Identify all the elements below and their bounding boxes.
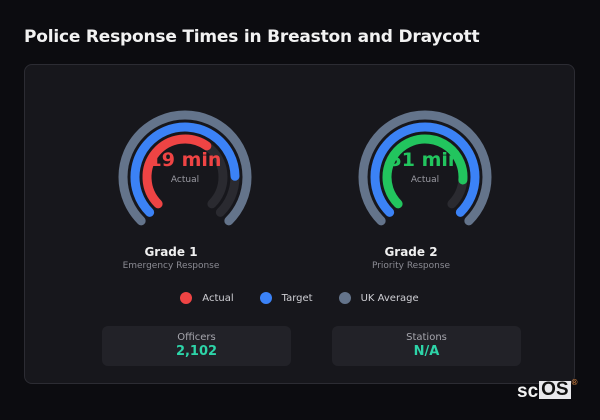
legend-item-uk-average: UK Average [338,292,419,304]
target-arc [370,122,480,217]
grade-2-title: Grade 2 [384,245,438,259]
stations-stat: Stations N/A [332,326,521,366]
legend-item-actual: Actual [180,292,234,304]
grade-1-gauge-rings [118,110,252,226]
logo-box: OS [539,379,571,400]
actual-arc [142,134,212,209]
stations-value: N/A [413,344,440,359]
legend-item-target: Target [259,292,313,304]
legend-target-dot-icon [259,292,272,304]
actual-arc [382,134,468,209]
grade-2-actual-label: Actual [410,175,440,185]
grade-1-gauge: 19 min Actual [115,105,255,250]
grade-2-description: Priority Response [371,261,451,271]
page-title: Police Response Times in Breaston and Dr… [24,27,480,47]
grade-2-label: Grade 2 Priority Response [331,245,491,271]
grade-1-title: Grade 1 [144,245,198,259]
scos-logo: sc OS ® [517,378,578,403]
uk-average-arc [118,110,252,226]
grade-1-actual-label: Actual [170,175,200,185]
grade-1-actual-value: 19 min [148,149,222,171]
legend-target-label: Target [281,292,313,304]
officers-label: Officers [177,332,216,343]
officers-value: 2,102 [175,344,218,359]
grade-2-gauge-rings [358,110,492,226]
grade-1-label: Grade 1 Emergency Response [91,245,251,271]
legend-uk-average-dot-icon [338,292,351,304]
uk-average-arc [358,110,492,226]
legend-actual-dot-icon [180,292,193,304]
response-times-card: 19 min Actual Grade 1 Emergency Response… [24,64,575,384]
legend-uk-average-label: UK Average [360,292,419,304]
registered-mark: ® [571,378,578,387]
grade-1-description: Emergency Response [122,261,220,271]
grade-2-actual-value: 51 min [388,149,462,171]
logo-prefix: sc [517,381,539,402]
target-arc [130,122,240,217]
chart-legend: Actual Target UK Average [25,292,574,304]
grade-2-gauge: 51 min Actual [355,105,495,250]
officers-stat: Officers 2,102 [102,326,291,366]
legend-actual-label: Actual [202,292,234,304]
stations-label: Stations [406,332,447,343]
